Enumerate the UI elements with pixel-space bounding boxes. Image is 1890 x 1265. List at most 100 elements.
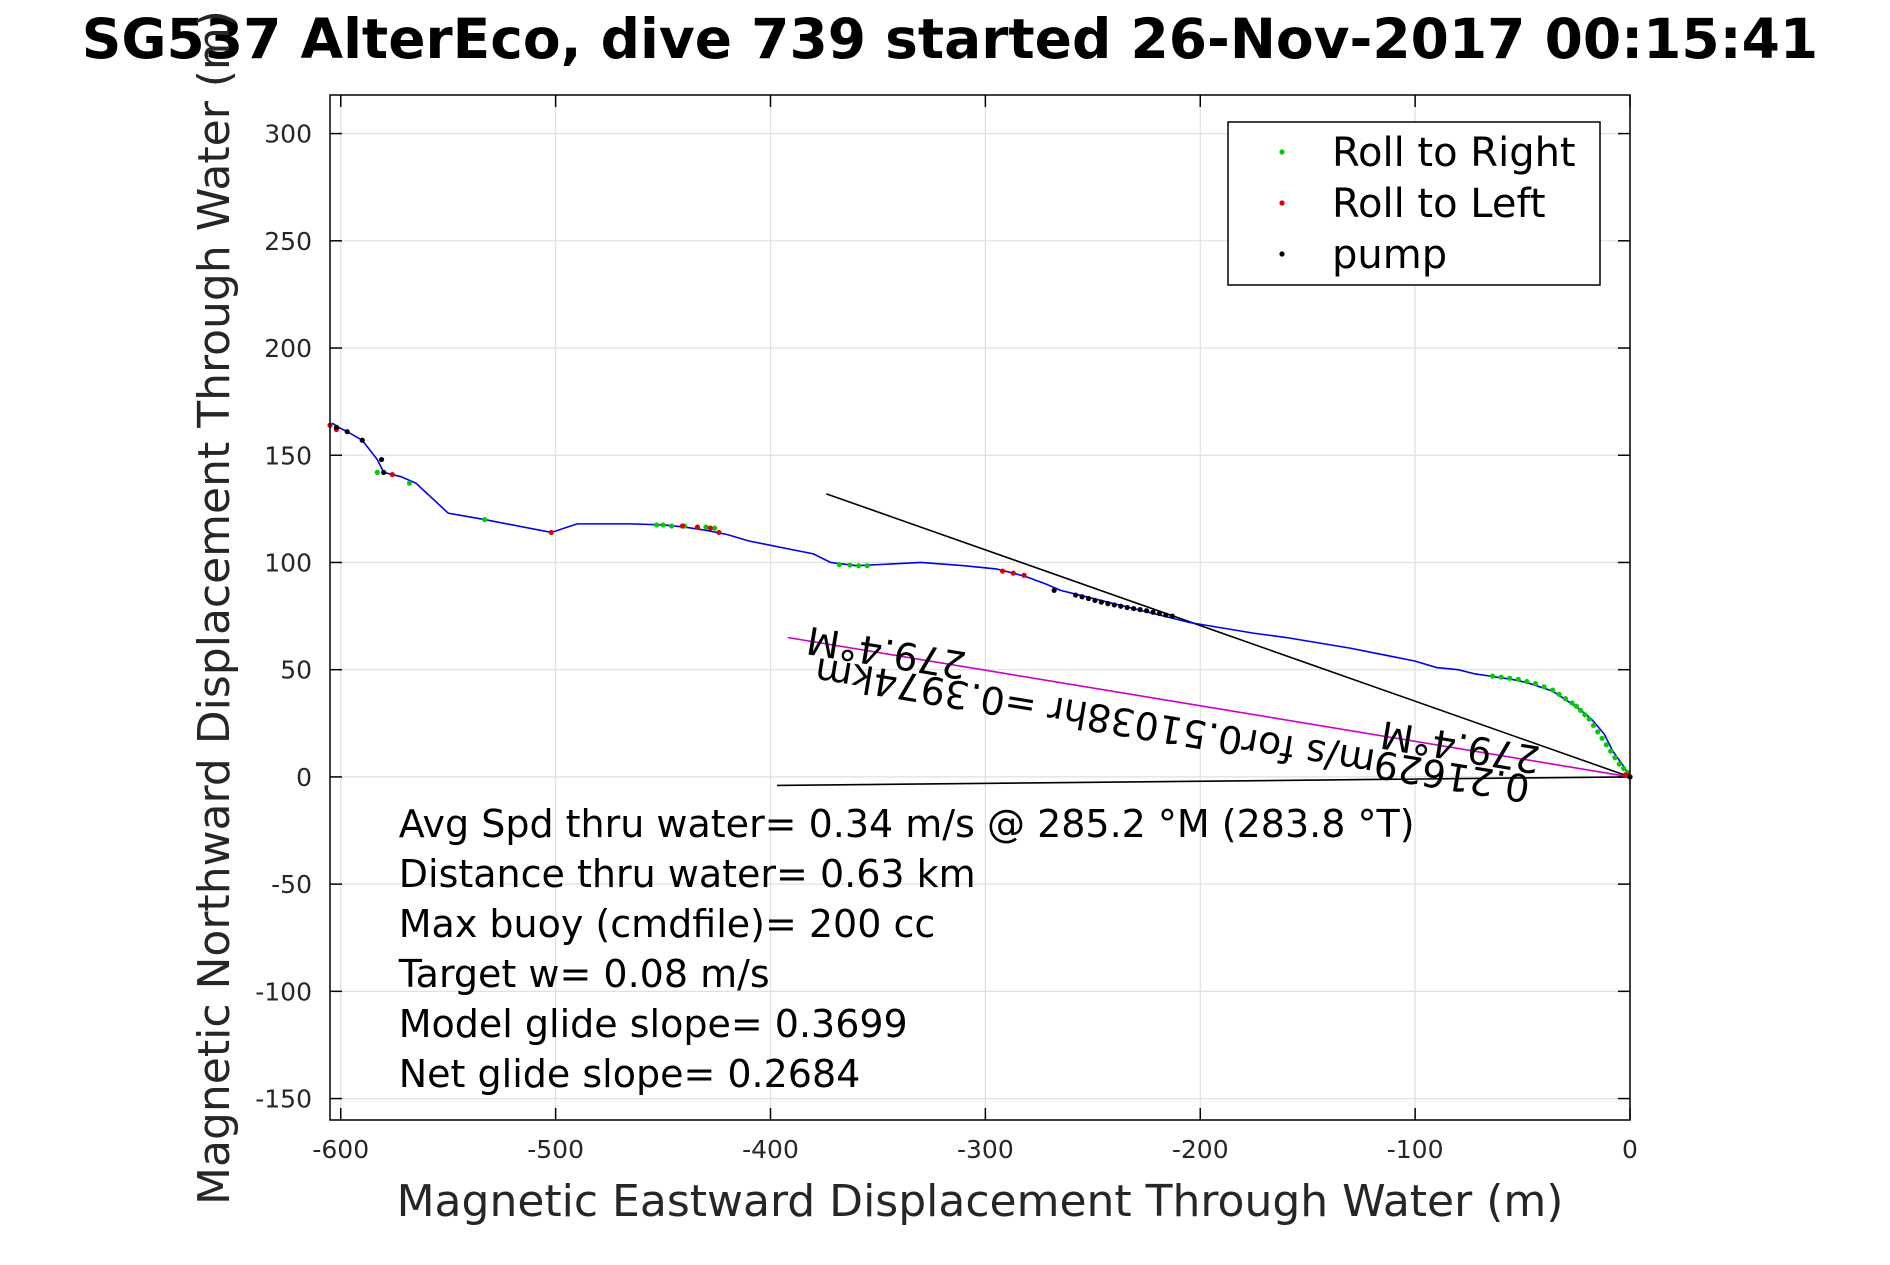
heading-line: [826, 493, 1631, 778]
roll-right-point: [374, 469, 380, 476]
stats-line: Net glide slope= 0.2684: [399, 1052, 861, 1096]
roll-left-point: [389, 471, 395, 478]
stats-line: Max buoy (cmdfile)= 200 cc: [399, 902, 936, 946]
pump-point: [359, 437, 365, 443]
legend-marker: [1279, 251, 1285, 257]
roll-right-point: [1590, 722, 1597, 729]
roll-right-point: [1582, 712, 1588, 718]
roll-left-point: [707, 525, 713, 531]
x-axis-label: Magnetic Eastward Displacement Through W…: [397, 1176, 1564, 1227]
roll-right-point: [1550, 687, 1556, 693]
stats-line: Model glide slope= 0.3699: [399, 1002, 908, 1046]
roll-right-point: [1556, 691, 1562, 697]
y-tick-label: 300: [264, 120, 312, 149]
x-tick-label: -400: [742, 1135, 799, 1164]
pump-point: [1092, 597, 1098, 604]
pump-point: [378, 456, 385, 463]
roll-right-point: [1620, 765, 1627, 771]
heading-line: [776, 776, 1631, 787]
y-tick-label: 150: [264, 441, 312, 470]
x-tick-label: -600: [312, 1135, 369, 1164]
stats-line: Target w= 0.08 m/s: [398, 952, 770, 996]
pump-point: [1098, 599, 1105, 605]
x-tick-label: 0: [1622, 1135, 1638, 1164]
pump-point: [381, 469, 387, 476]
roll-right-point: [1577, 707, 1584, 714]
stats-line: Avg Spd thru water= 0.34 m/s @ 285.2 °M …: [399, 802, 1415, 846]
y-tick-label: 200: [264, 334, 312, 363]
roll-right-point: [1616, 761, 1622, 767]
roll-right-point: [482, 516, 488, 523]
pump-point: [1111, 602, 1117, 608]
pump-point: [1156, 610, 1163, 617]
roll-right-point: [1507, 675, 1513, 681]
pump-point: [1137, 607, 1143, 613]
roll-right-point: [1608, 748, 1614, 754]
roll-left-point: [716, 529, 722, 536]
roll-right-point: [1524, 678, 1530, 685]
roll-right-point: [1586, 716, 1592, 722]
roll-right-point: [712, 525, 718, 531]
roll-right-point: [1489, 673, 1496, 679]
y-tick-label: -150: [255, 1085, 312, 1114]
legend-label: Roll to Right: [1332, 130, 1576, 176]
roll-right-point: [1569, 700, 1575, 706]
y-tick-label: 50: [280, 656, 312, 685]
roll-right-point: [847, 562, 853, 568]
roll-left-point: [679, 523, 685, 529]
x-tick-label: -500: [527, 1135, 584, 1164]
roll-left-point: [548, 529, 554, 536]
roll-right-point: [1562, 696, 1569, 702]
x-tick-label: -300: [957, 1135, 1014, 1164]
roll-right-point: [855, 563, 862, 569]
pump-point: [1051, 587, 1057, 593]
stats-block: Avg Spd thru water= 0.34 m/s @ 285.2 °M …: [398, 802, 1415, 1096]
pump-point: [1105, 601, 1111, 607]
roll-left-point: [999, 568, 1006, 574]
pump-point: [1131, 605, 1137, 612]
chart-title: SG537 AlterEco, dive 739 started 26-Nov-…: [82, 7, 1818, 71]
pump-point: [1150, 609, 1156, 615]
pump-point: [344, 429, 350, 435]
legend-marker: [1279, 200, 1285, 206]
pump-point: [1124, 604, 1130, 611]
heading-line: [787, 636, 1631, 778]
pump-point: [1079, 594, 1085, 600]
grid: [330, 95, 1631, 1120]
roll-left-point: [1623, 772, 1629, 778]
pump-point: [1085, 595, 1092, 602]
legend-label: pump: [1332, 232, 1447, 278]
roll-right-point: [1541, 684, 1547, 690]
y-axis-label: Magnetic Northward Displacement Through …: [189, 10, 240, 1205]
roll-right-point: [1595, 729, 1601, 735]
roll-right-point: [1612, 755, 1618, 761]
roll-right-point: [654, 522, 660, 528]
roll-right-point: [1573, 703, 1579, 709]
roll-left-point: [1010, 570, 1016, 576]
roll-right-point: [1532, 681, 1539, 687]
pump-point: [1143, 608, 1150, 614]
roll-right-point: [1498, 674, 1504, 680]
roll-right-point: [703, 524, 709, 530]
pump-point: [1163, 612, 1169, 618]
y-tick-label: 0: [296, 763, 312, 792]
legend: Roll to Right Roll to Left pump: [1227, 121, 1601, 286]
x-tick-label: -100: [1387, 1135, 1444, 1164]
roll-left-point: [1021, 572, 1027, 578]
legend-box: [1227, 121, 1601, 286]
roll-right-point: [1515, 676, 1521, 682]
roll-right-point: [660, 522, 666, 528]
track-points: [327, 422, 1633, 780]
roll-right-point: [1599, 735, 1605, 741]
legend-label: Roll to Left: [1332, 181, 1546, 227]
legend-marker: [1279, 149, 1285, 155]
roll-left-point: [694, 524, 701, 530]
y-tick-label: 250: [264, 227, 312, 256]
y-tick-label: -50: [271, 870, 312, 899]
x-tick-label: -200: [1172, 1135, 1229, 1164]
roll-right-point: [836, 562, 842, 568]
pump-point: [1169, 613, 1175, 619]
heading-lines: [776, 493, 1631, 787]
